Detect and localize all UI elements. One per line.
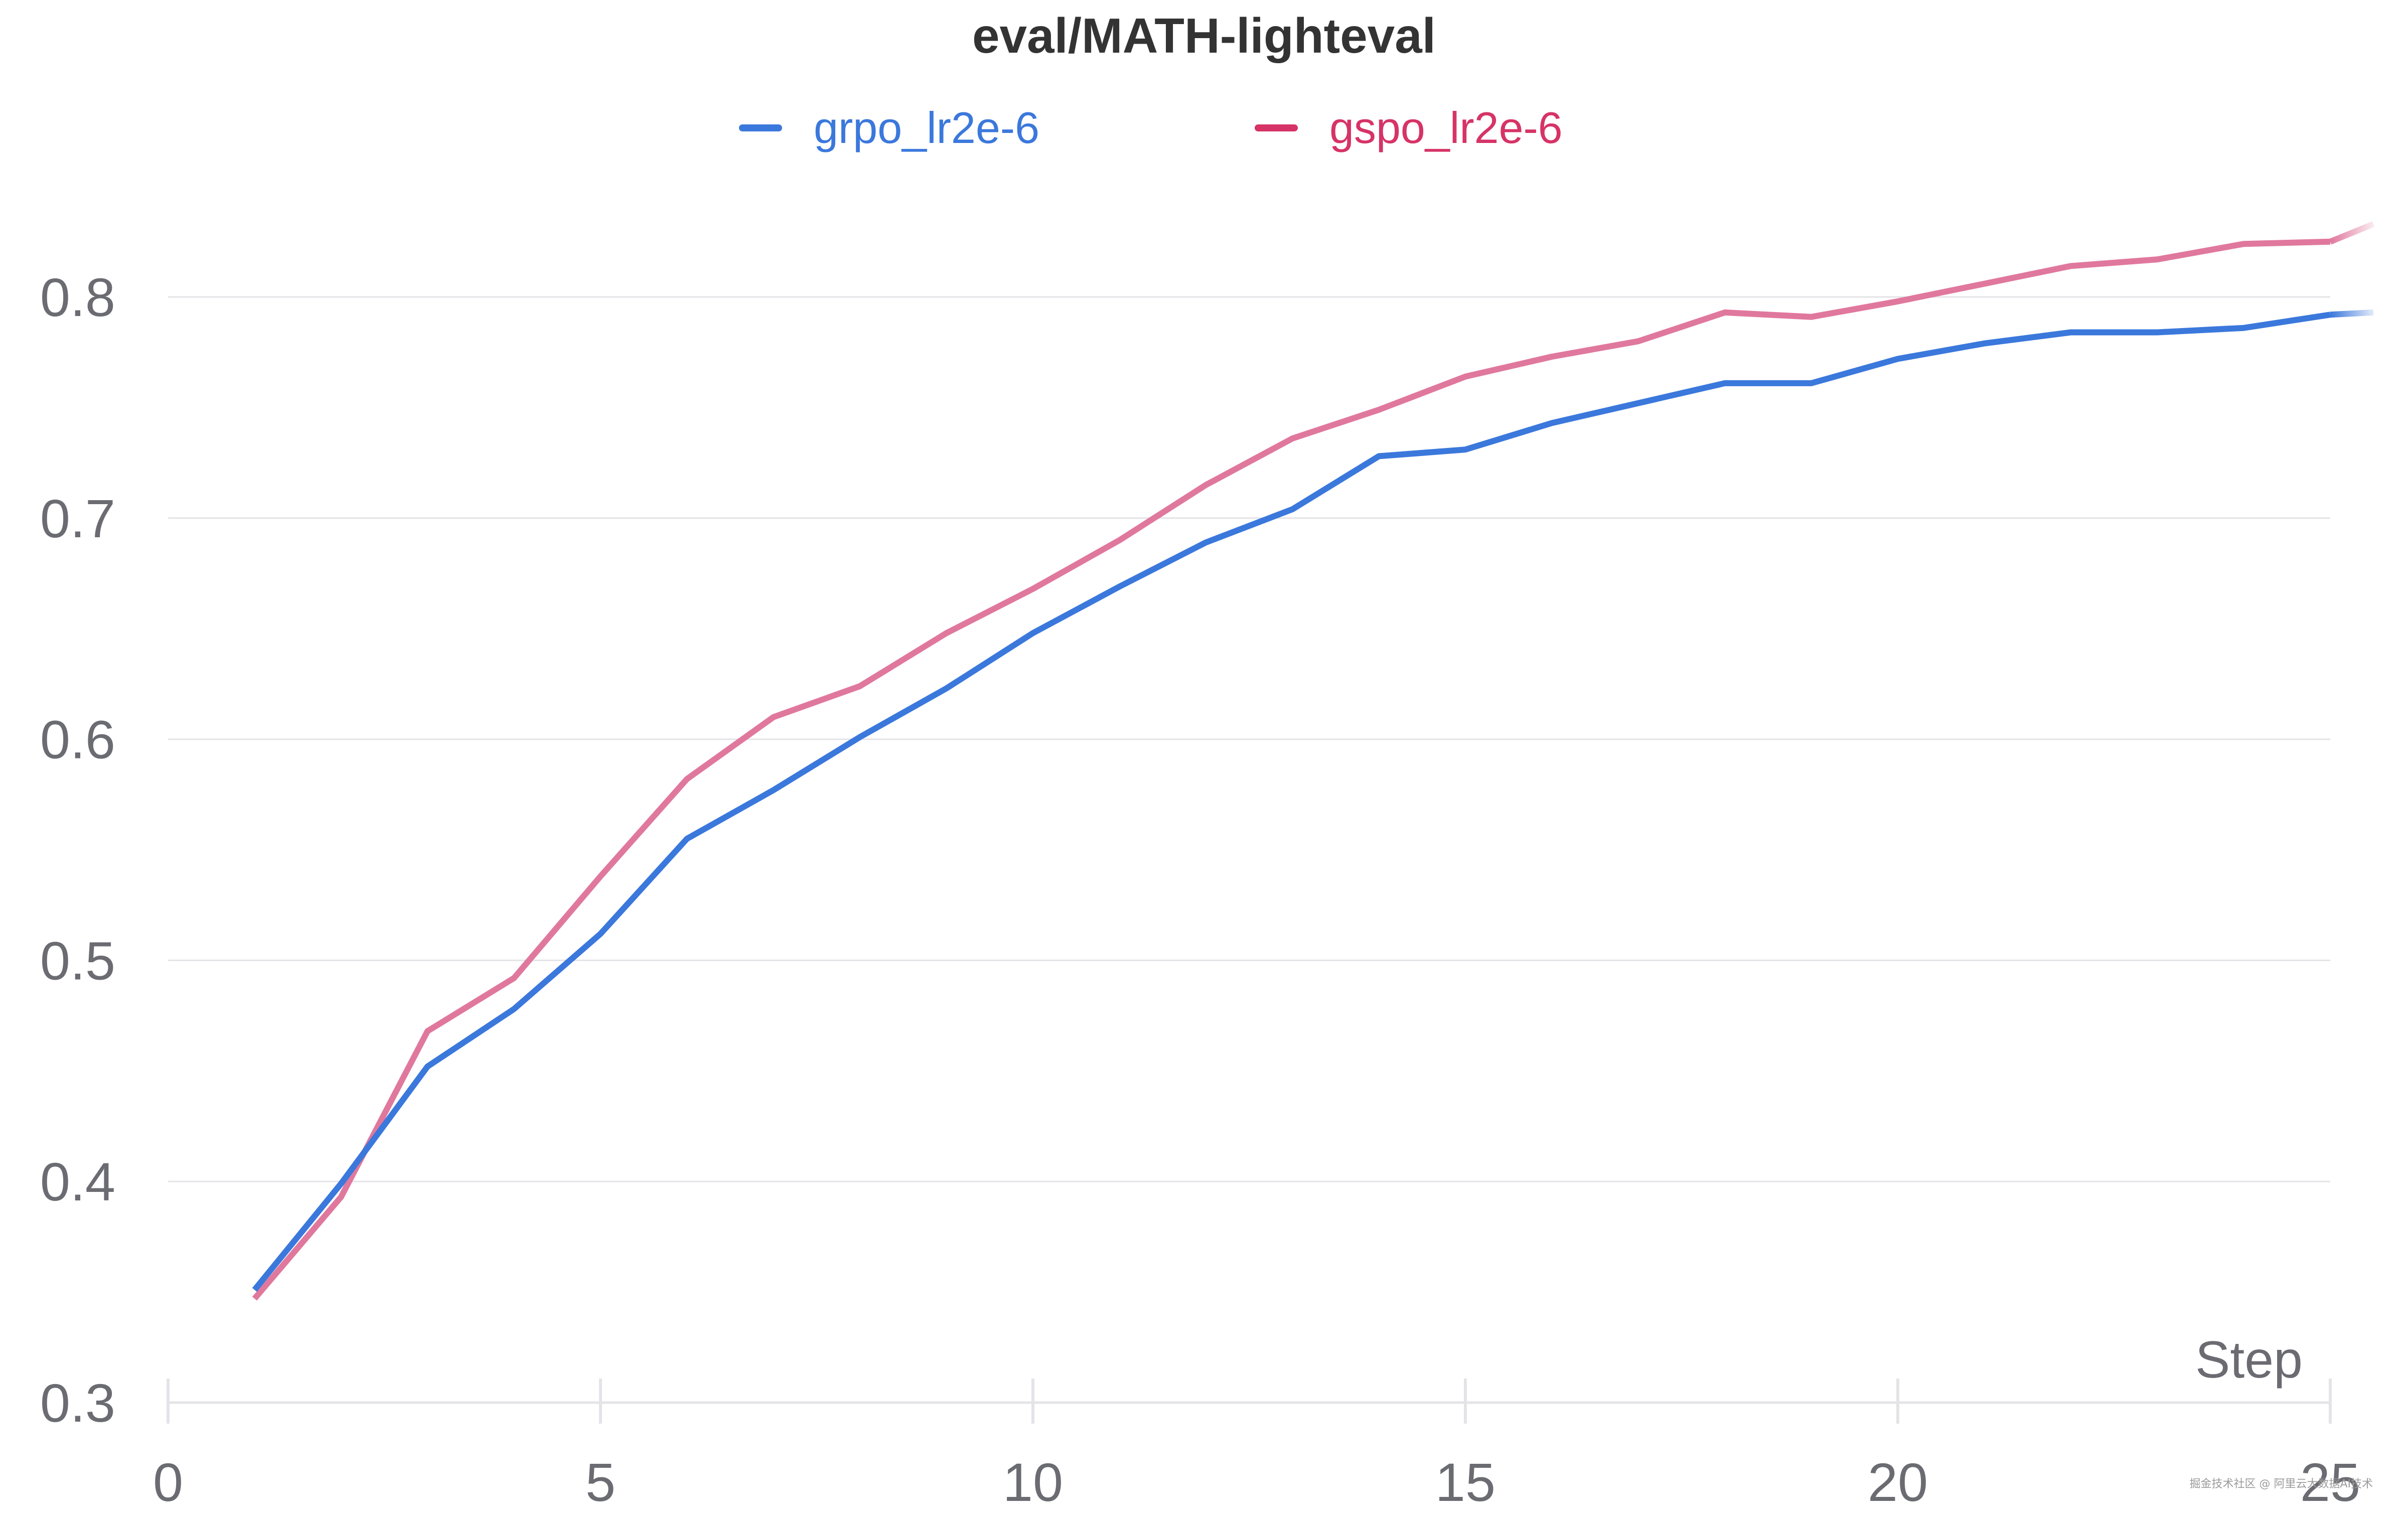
chart-title: eval/MATH-lighteval (972, 8, 1436, 63)
grid (168, 296, 2330, 1182)
x-axis-title: Step (2195, 1331, 2303, 1389)
series-line-grpo (252, 312, 2331, 1292)
legend-item-grpo[interactable]: grpo_lr2e-6 (739, 103, 1039, 152)
x-tick-label: 20 (1868, 1452, 1928, 1512)
y-tick-label: 0.6 (40, 709, 115, 770)
y-axis: 0.3 0.4 0.5 0.6 0.7 0.8 (40, 267, 115, 1433)
y-tick-label: 0.8 (40, 267, 115, 328)
x-tick-label: 5 (585, 1452, 616, 1512)
x-tick-label: 10 (1003, 1452, 1063, 1512)
legend-label-grpo: grpo_lr2e-6 (814, 103, 1039, 152)
series-line-gspo (252, 238, 2331, 1301)
legend-label-gspo: gspo_lr2e-6 (1329, 103, 1563, 152)
legend: grpo_lr2e-6 gspo_lr2e-6 (739, 103, 1563, 152)
y-tick-label: 0.5 (40, 930, 115, 991)
y-tick-label: 0.7 (40, 488, 115, 549)
y-tick-label: 0.3 (40, 1373, 115, 1433)
x-tick-label: 15 (1435, 1452, 1495, 1512)
series-line-grpo-tail (2330, 309, 2374, 318)
series-line-gspo-tail (2329, 221, 2375, 245)
y-tick-label: 0.4 (40, 1151, 115, 1212)
x-tick-label: 0 (153, 1452, 183, 1512)
legend-item-gspo[interactable]: gspo_lr2e-6 (1255, 103, 1563, 152)
x-axis: 0 5 10 15 20 25 (153, 1379, 2360, 1512)
x-tick-label: 25 (2300, 1452, 2360, 1512)
series-lines (252, 221, 2375, 1301)
watermark: 掘金技术社区 @ 阿里云大数据AI技术 (2189, 1478, 2373, 1490)
